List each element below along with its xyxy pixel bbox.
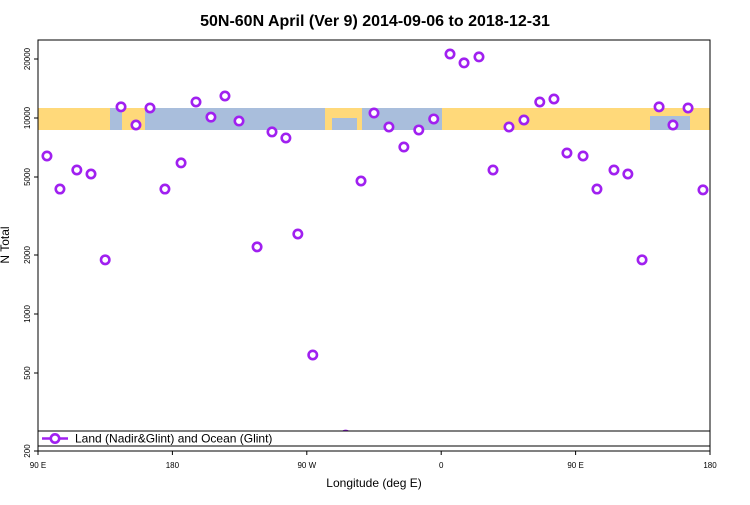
data-point bbox=[577, 150, 589, 162]
data-point bbox=[667, 119, 679, 131]
y-axis-label: N Total bbox=[0, 226, 12, 263]
data-point bbox=[71, 164, 83, 176]
x-tick-label: 0 bbox=[439, 461, 444, 470]
data-point bbox=[653, 101, 665, 113]
data-point bbox=[636, 254, 648, 266]
data-point bbox=[175, 157, 187, 169]
data-point bbox=[622, 168, 634, 180]
y-tick-label: 500 bbox=[23, 366, 32, 380]
data-point bbox=[518, 114, 530, 126]
map-strip bbox=[38, 108, 710, 130]
data-point bbox=[219, 90, 231, 102]
data-point bbox=[383, 121, 395, 133]
legend-box bbox=[37, 430, 711, 447]
data-point bbox=[292, 228, 304, 240]
data-point bbox=[280, 132, 292, 144]
y-tick-label: 5000 bbox=[23, 168, 32, 186]
data-point bbox=[413, 124, 425, 136]
data-point bbox=[561, 147, 573, 159]
x-axis-label: Longitude (deg E) bbox=[326, 476, 421, 490]
ocean-patch bbox=[362, 108, 442, 130]
data-point bbox=[233, 115, 245, 127]
data-point bbox=[398, 141, 410, 153]
x-tick-label: 180 bbox=[703, 461, 717, 470]
data-point bbox=[130, 119, 142, 131]
y-tick-label: 20000 bbox=[23, 47, 32, 70]
data-point bbox=[487, 164, 499, 176]
data-point bbox=[41, 150, 53, 162]
data-point bbox=[534, 96, 546, 108]
ocean-patch bbox=[332, 118, 357, 130]
data-point bbox=[428, 113, 440, 125]
data-point bbox=[608, 164, 620, 176]
x-tick-label: 180 bbox=[166, 461, 180, 470]
data-point bbox=[99, 254, 111, 266]
x-tick-label: 90 E bbox=[30, 461, 46, 470]
data-point bbox=[115, 101, 127, 113]
data-point bbox=[251, 241, 263, 253]
legend-marker bbox=[49, 432, 61, 444]
x-tick-label: 90 E bbox=[567, 461, 583, 470]
data-point bbox=[266, 126, 278, 138]
data-point bbox=[473, 51, 485, 63]
y-tick-label: 10000 bbox=[23, 106, 32, 129]
chart-title: 50N-60N April (Ver 9) 2014-09-06 to 2018… bbox=[200, 13, 550, 30]
data-point bbox=[444, 48, 456, 60]
data-point bbox=[368, 107, 380, 119]
y-tick-label: 2000 bbox=[23, 246, 32, 264]
data-point bbox=[54, 183, 66, 195]
legend: Land (Nadir&Glint) and Ocean (Glint) bbox=[37, 430, 711, 447]
data-point bbox=[548, 93, 560, 105]
data-point bbox=[190, 96, 202, 108]
data-point bbox=[503, 121, 515, 133]
data-point bbox=[144, 102, 156, 114]
data-point bbox=[458, 57, 470, 69]
data-point bbox=[355, 175, 367, 187]
plot-frame bbox=[37, 39, 711, 452]
x-tick-label: 90 W bbox=[297, 461, 316, 470]
data-point bbox=[591, 183, 603, 195]
y-tick-label: 1000 bbox=[23, 305, 32, 323]
data-point bbox=[682, 102, 694, 114]
data-point bbox=[205, 111, 217, 123]
data-point bbox=[697, 184, 709, 196]
data-point bbox=[85, 168, 97, 180]
legend-label: Land (Nadir&Glint) and Ocean (Glint) bbox=[75, 432, 272, 446]
data-point bbox=[159, 183, 171, 195]
y-tick-label: 200 bbox=[23, 444, 32, 458]
data-point bbox=[307, 349, 319, 361]
ocean-patch bbox=[110, 108, 122, 130]
